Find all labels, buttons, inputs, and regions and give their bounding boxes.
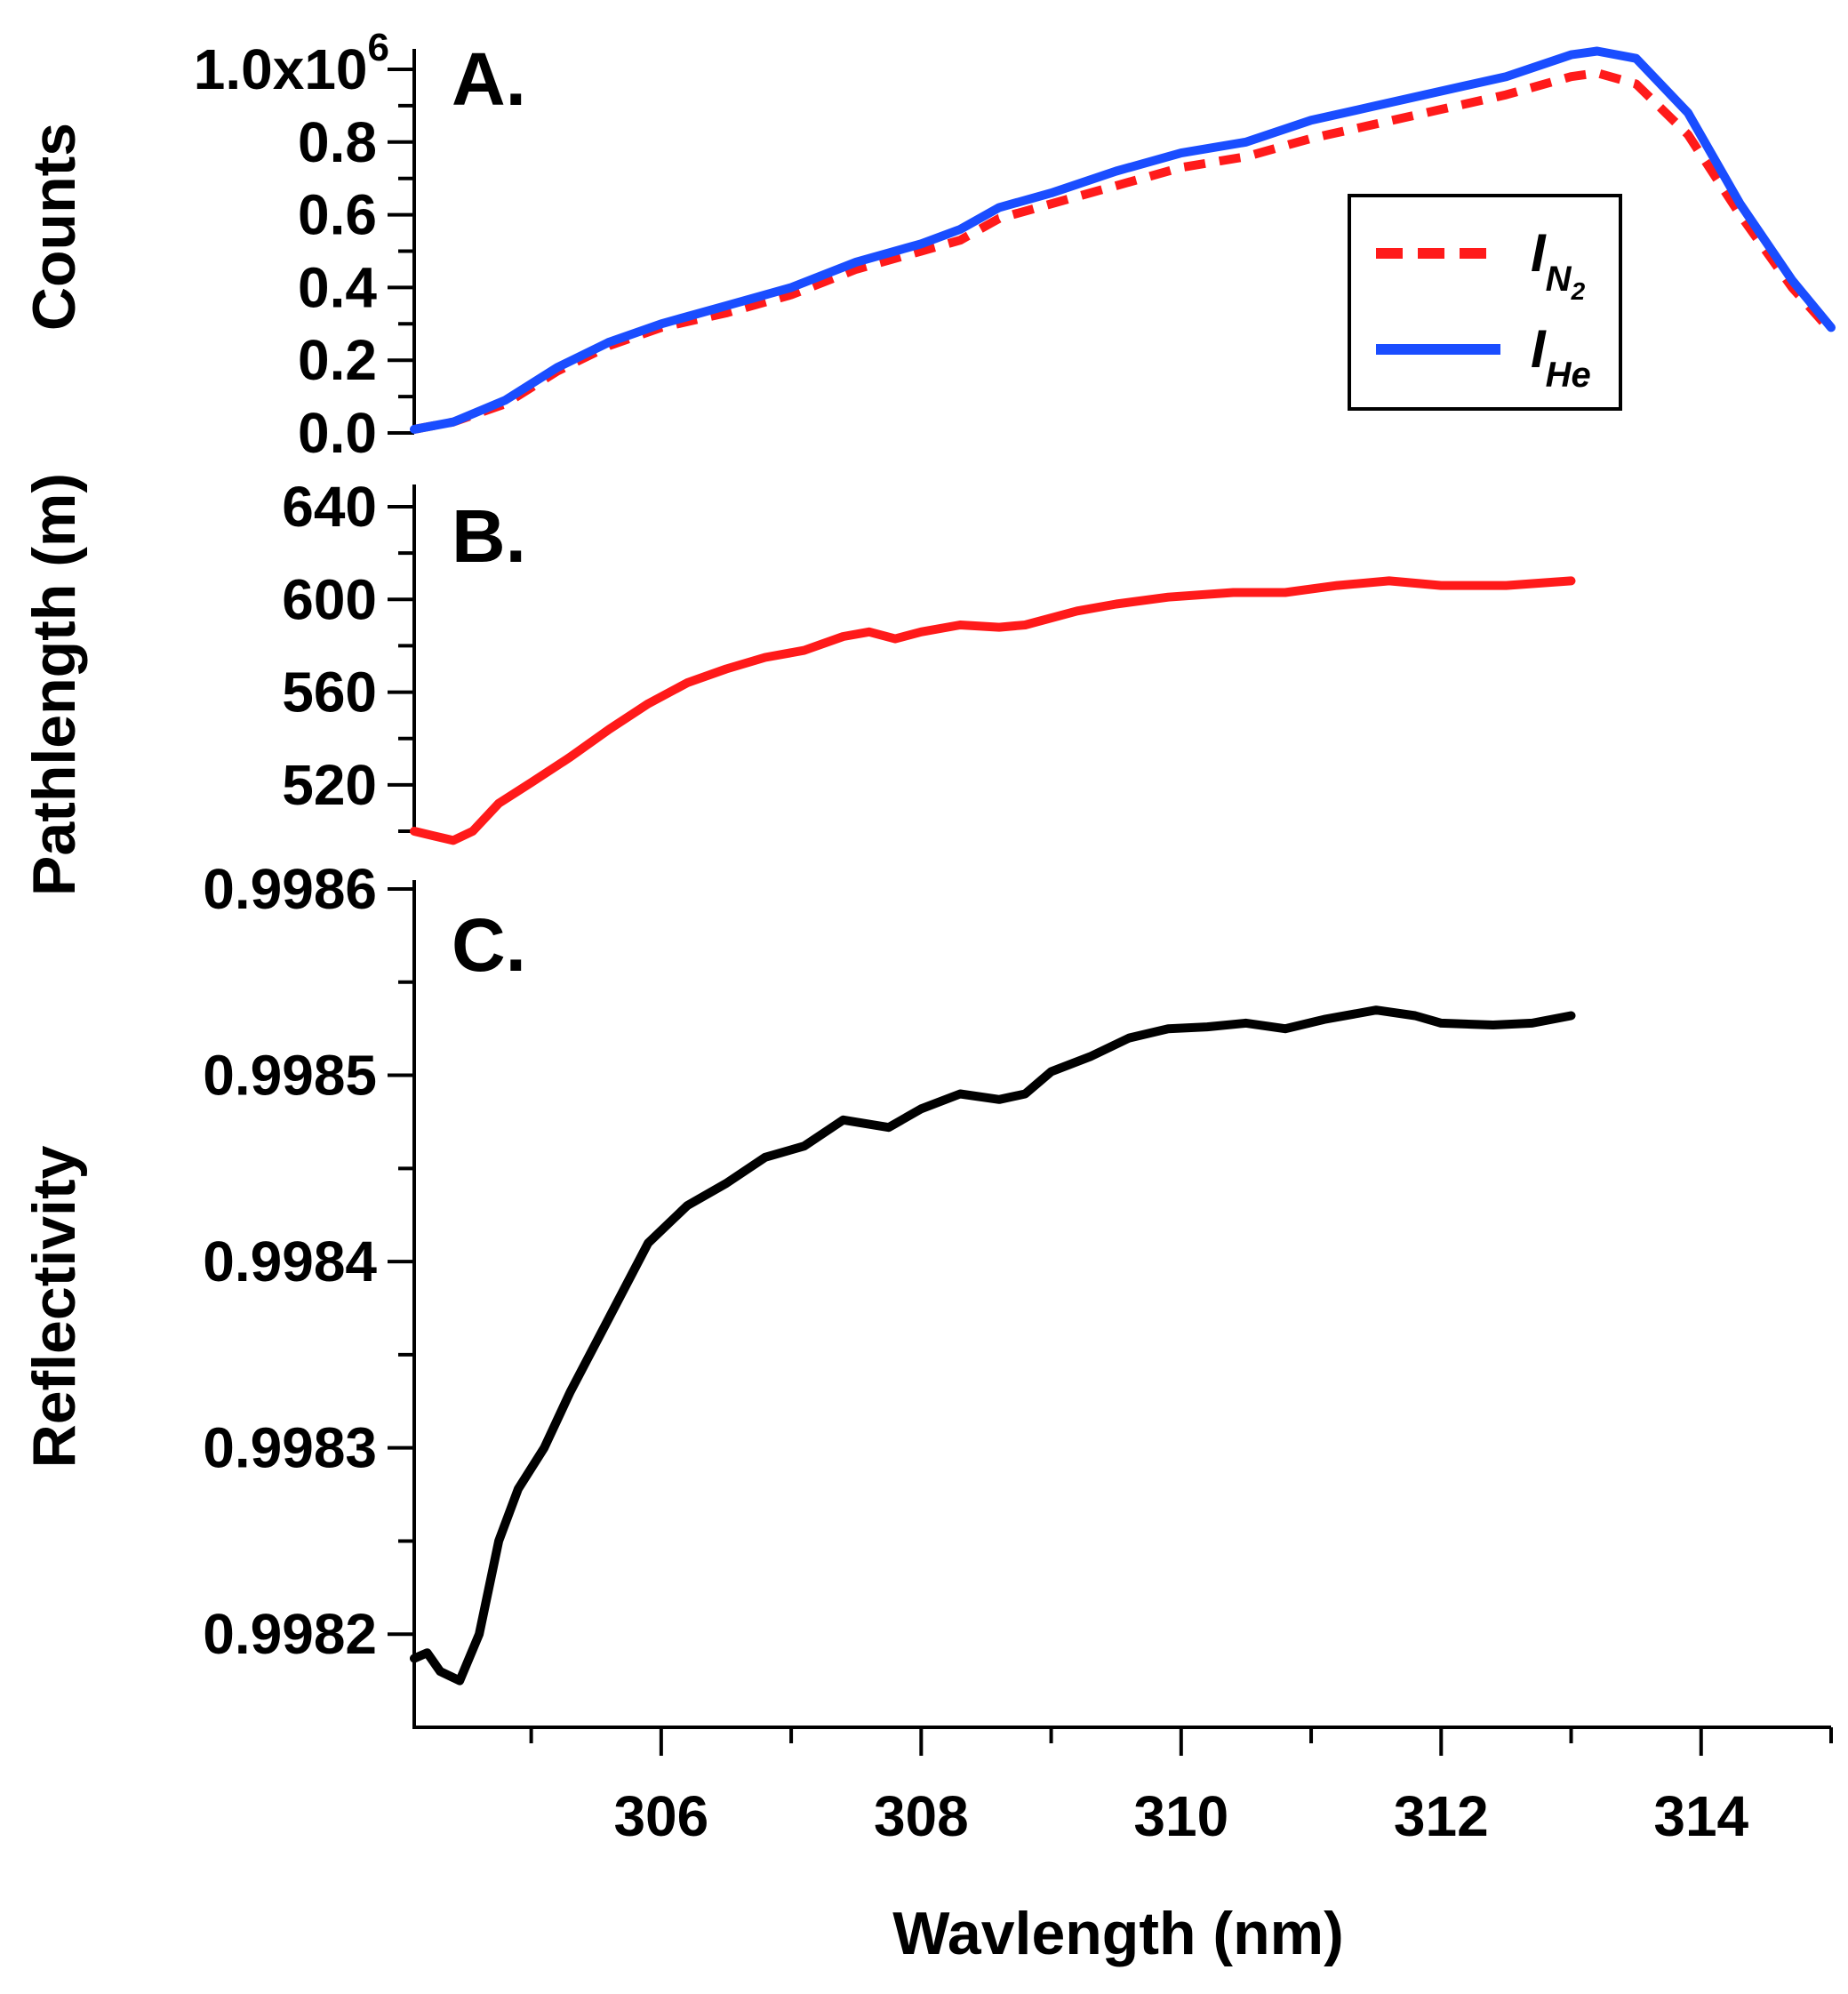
xtick-label-0: 306	[613, 1784, 708, 1848]
panel-a-ytick-label-4: 0.8	[298, 110, 377, 174]
legend-n2-subsubscript: 2	[1571, 277, 1586, 305]
xtick-label-1: 308	[874, 1784, 969, 1848]
panel-c-ylabel: Reflectivity	[20, 1145, 88, 1468]
panel-c-ytick-label-3: 0.9985	[203, 1044, 377, 1108]
panel-a-ylabel: Counts	[20, 123, 88, 331]
panel-b-series-pathlength	[410, 576, 1576, 845]
legend-n2-symbol: I	[1531, 223, 1547, 283]
legend-he-symbol: I	[1531, 319, 1547, 379]
xtick-label-3: 312	[1394, 1784, 1489, 1848]
panel-c-ytick-label-0: 0.9982	[203, 1602, 377, 1666]
legend-label-n2: IN2	[1531, 223, 1586, 305]
x-axis-title: Wavlength (nm)	[892, 1900, 1343, 1967]
panel-a-counts: 0.0 0.2 0.4 0.6 0.8 1.0x106	[194, 26, 1836, 465]
legend-he-subscript: He	[1546, 356, 1591, 395]
panel-c-ytick-label-1: 0.9983	[203, 1416, 377, 1480]
panel-b-ylabel: Pathlength (m)	[20, 473, 88, 896]
panel-a-ytick-exponent: 6	[368, 26, 389, 69]
panel-b-ytick-label-3: 640	[282, 475, 377, 539]
panel-c-ytick-label-4: 0.9986	[203, 857, 377, 921]
legend-label-he: IHe	[1531, 319, 1591, 395]
panel-a-label: A.	[452, 37, 526, 121]
legend-box	[1348, 194, 1622, 411]
xtick-label-4: 314	[1653, 1784, 1748, 1848]
panel-c-reflectivity: 0.9982 0.9983 0.9984 0.9985 0.9986 306 308 310 3…	[203, 857, 1833, 1848]
panel-a-series-i-he	[410, 46, 1836, 434]
panel-c-label: C.	[452, 903, 526, 987]
panel-b-ytick-label-2: 600	[282, 567, 377, 631]
panel-a-ytick-label-5: 1.0x106	[194, 26, 389, 101]
panel-a-ytick-label-2: 0.4	[298, 255, 377, 319]
panel-b-label: B.	[452, 494, 526, 578]
panel-a-ytick-label-0: 0.0	[298, 401, 377, 465]
panel-a-ytick-label-1: 0.2	[298, 328, 377, 392]
panel-b-ytick-label-0: 520	[282, 753, 377, 817]
panel-a-ytick-label-3: 0.6	[298, 183, 377, 247]
panel-b-pathlength: 520 560 600 640	[282, 475, 1576, 845]
panel-c-ytick-label-2: 0.9984	[203, 1229, 377, 1293]
panel-c-series-reflectivity	[410, 1005, 1576, 1686]
panel-b-ytick-label-1: 560	[282, 661, 377, 725]
legend-n2-subscript: N	[1546, 260, 1572, 299]
legend: IN2 IHe	[1348, 194, 1622, 411]
xtick-label-2: 310	[1133, 1784, 1228, 1848]
